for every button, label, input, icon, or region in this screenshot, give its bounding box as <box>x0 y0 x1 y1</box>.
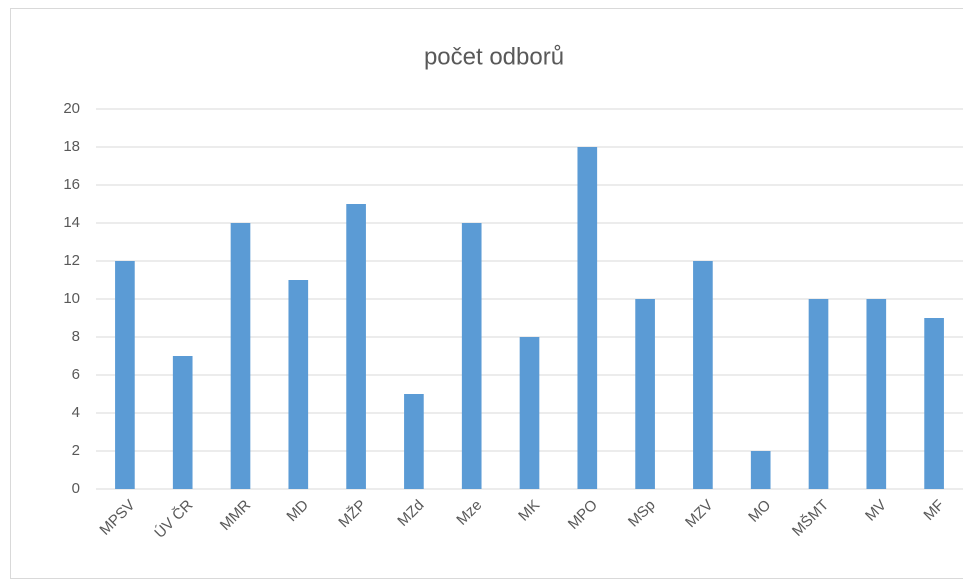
bar <box>577 147 598 489</box>
bar <box>808 299 829 489</box>
y-tick-label: 18 <box>63 138 80 155</box>
y-tick-label: 20 <box>63 100 80 117</box>
bar <box>288 280 309 489</box>
y-tick-label: 2 <box>72 442 80 459</box>
y-tick-label: 8 <box>72 328 80 345</box>
bar <box>693 261 713 489</box>
bar <box>115 261 135 489</box>
bar <box>635 299 655 489</box>
bar <box>519 337 540 489</box>
bar <box>461 223 482 489</box>
chart-title: počet odborů <box>424 43 564 70</box>
y-tick-label: 14 <box>63 214 80 231</box>
y-tick-label: 4 <box>72 404 80 421</box>
bar <box>346 204 366 489</box>
y-tick-label: 16 <box>63 176 80 193</box>
bar <box>404 394 424 489</box>
bar <box>924 318 944 489</box>
y-tick-label: 10 <box>63 290 80 307</box>
bar <box>172 356 193 489</box>
bar <box>750 451 771 489</box>
y-tick-label: 6 <box>72 366 80 383</box>
chart-border <box>10 8 963 579</box>
bar <box>866 299 887 489</box>
y-tick-label: 0 <box>72 480 80 497</box>
bar <box>230 223 251 489</box>
y-tick-label: 12 <box>63 252 80 269</box>
